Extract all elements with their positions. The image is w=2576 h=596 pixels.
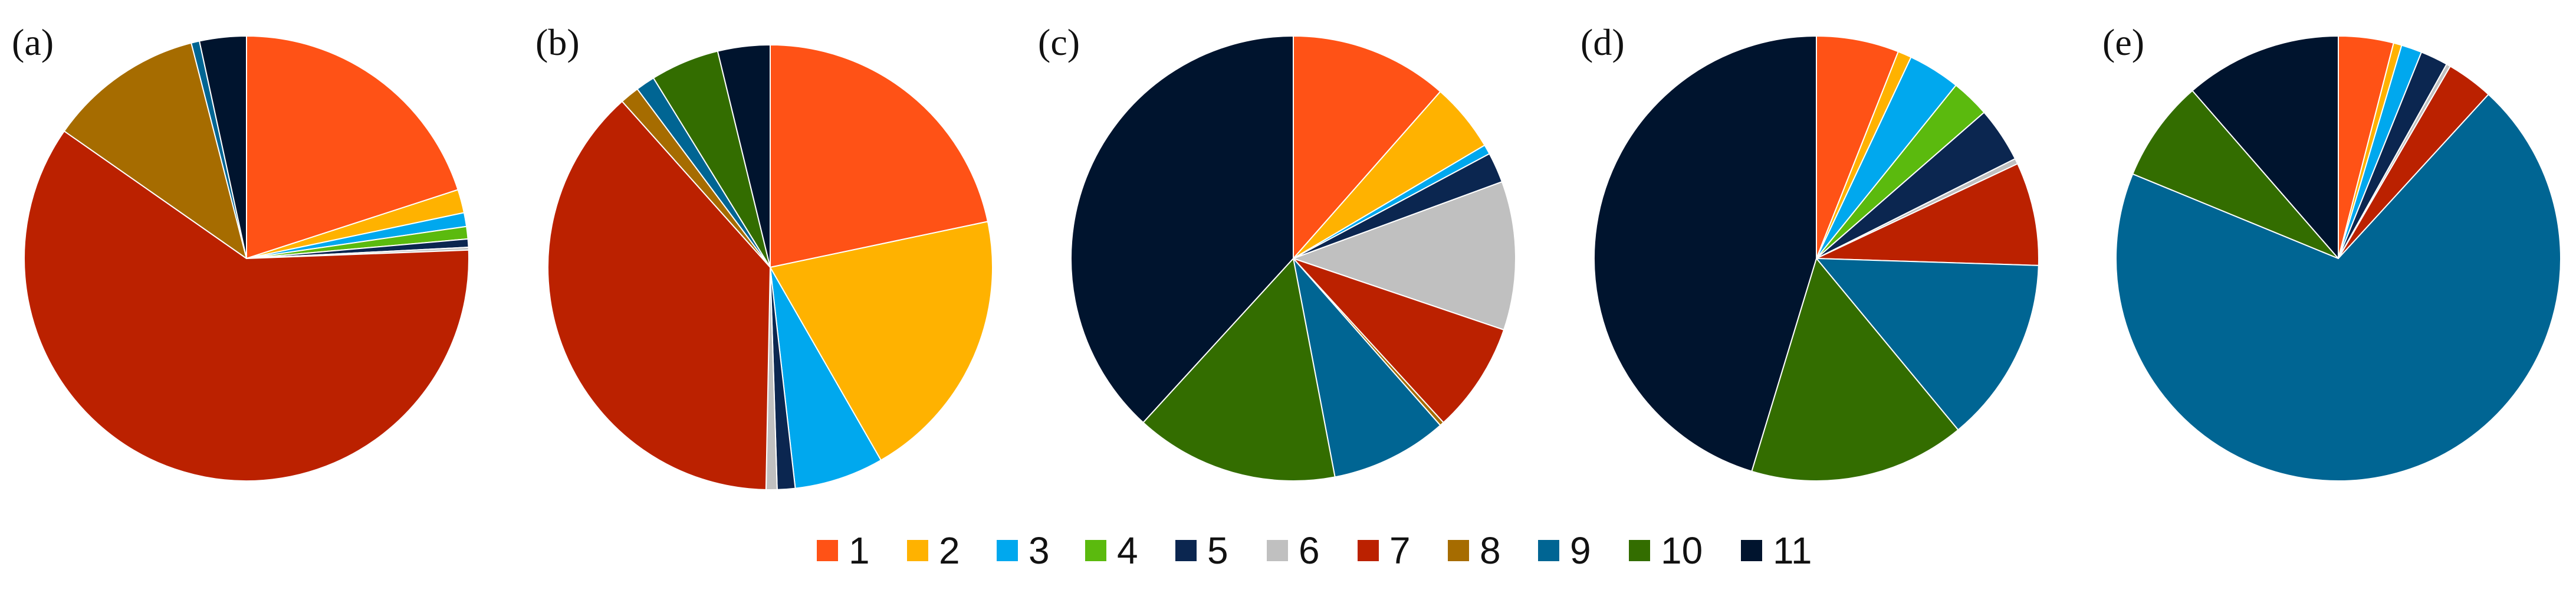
legend-item: 4 bbox=[1085, 529, 1138, 572]
legend-swatch bbox=[1741, 540, 1762, 561]
pie-slice-2 bbox=[770, 221, 994, 461]
legend-swatch bbox=[1085, 540, 1106, 561]
pie-slice-7 bbox=[547, 100, 771, 490]
panel-label: (e) bbox=[2102, 21, 2144, 63]
pie-slice-9 bbox=[2115, 93, 2561, 482]
legend-item: 6 bbox=[1267, 529, 1320, 572]
panel-label: (d) bbox=[1581, 21, 1625, 63]
legend-item: 10 bbox=[1629, 529, 1703, 572]
pie-panel-2: (b) bbox=[535, 21, 994, 490]
legend-swatch bbox=[1629, 540, 1650, 561]
legend-label: 3 bbox=[1029, 529, 1050, 572]
legend-item: 9 bbox=[1538, 529, 1591, 572]
legend-swatch bbox=[1175, 540, 1197, 561]
legend-label: 1 bbox=[849, 529, 870, 572]
pie-slice-6 bbox=[1293, 181, 1516, 330]
pie-slice-1 bbox=[770, 44, 988, 268]
pie-panel-3: (c) bbox=[1038, 21, 1516, 482]
legend-label: 7 bbox=[1389, 529, 1411, 572]
legend-label: 8 bbox=[1480, 529, 1501, 572]
pie-slice-7 bbox=[1816, 163, 2039, 266]
pie-slice-11 bbox=[199, 35, 247, 259]
pie-slice-11 bbox=[1593, 35, 1817, 472]
pie-slice-10 bbox=[1751, 258, 1959, 482]
pie-slice-1 bbox=[1293, 35, 1441, 259]
pie-slice-11 bbox=[717, 44, 771, 268]
pie-slice-10 bbox=[1142, 258, 1336, 482]
legend-swatch bbox=[1538, 540, 1559, 561]
legend-swatch bbox=[997, 540, 1018, 561]
pie-slice-8 bbox=[63, 42, 247, 259]
legend-label: 10 bbox=[1661, 529, 1703, 572]
legend-label: 9 bbox=[1570, 529, 1591, 572]
pie-slice-10 bbox=[2132, 90, 2339, 259]
panel-label: (c) bbox=[1038, 21, 1080, 63]
legend-swatch bbox=[817, 540, 838, 561]
legend-item: 2 bbox=[907, 529, 960, 572]
legend-item: 8 bbox=[1448, 529, 1501, 572]
legend-label: 5 bbox=[1207, 529, 1228, 572]
pie-slice-11 bbox=[1070, 35, 1294, 424]
panel-label: (a) bbox=[12, 21, 54, 63]
pie-panel-4: (d) bbox=[1581, 21, 2039, 482]
pie-panel-5: (e) bbox=[2102, 21, 2561, 482]
legend-item: 11 bbox=[1741, 529, 1812, 572]
pie-slice-9 bbox=[1816, 258, 2039, 431]
legend-swatch bbox=[1448, 540, 1469, 561]
pie-slice-11 bbox=[2191, 35, 2339, 259]
pie-slice-3 bbox=[770, 267, 882, 489]
legend-swatch bbox=[1267, 540, 1288, 561]
legend-label: 2 bbox=[939, 529, 960, 572]
pie-slice-7 bbox=[24, 130, 469, 482]
legend-swatch bbox=[1358, 540, 1379, 561]
panel-label: (b) bbox=[535, 21, 580, 63]
legend-item: 1 bbox=[817, 529, 870, 572]
pie-slice-1 bbox=[1816, 35, 1899, 259]
pie-slice-9 bbox=[1293, 258, 1441, 478]
legend: 1 2 3 4 5 6 7 8 9 10 11 bbox=[817, 529, 1812, 572]
pie-slice-1 bbox=[246, 35, 459, 259]
pie-slice-7 bbox=[1293, 258, 1505, 424]
legend-item: 7 bbox=[1358, 529, 1411, 572]
legend-label: 6 bbox=[1299, 529, 1320, 572]
legend-label: 4 bbox=[1117, 529, 1138, 572]
legend-label: 11 bbox=[1773, 529, 1812, 572]
pie-panel-1: (a) bbox=[12, 21, 469, 482]
legend-swatch bbox=[907, 540, 928, 561]
legend-item: 5 bbox=[1175, 529, 1228, 572]
legend-item: 3 bbox=[997, 529, 1050, 572]
